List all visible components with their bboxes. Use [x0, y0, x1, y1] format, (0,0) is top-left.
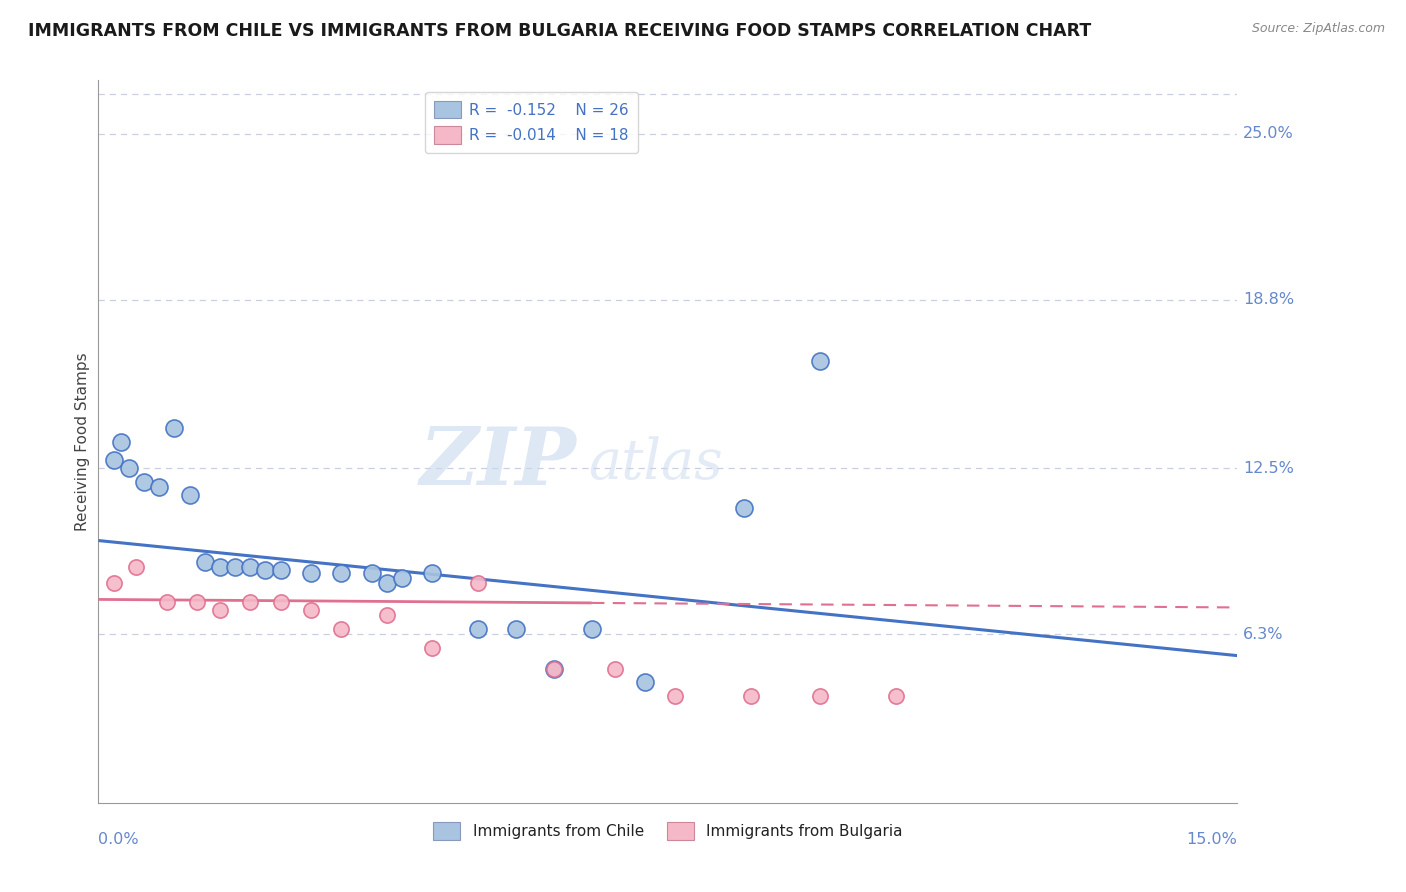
Point	[603, 662, 626, 676]
Point	[179, 488, 201, 502]
Point	[543, 662, 565, 676]
Point	[808, 354, 831, 368]
Legend: Immigrants from Chile, Immigrants from Bulgaria: Immigrants from Chile, Immigrants from B…	[426, 816, 910, 846]
Point	[208, 560, 231, 574]
Text: atlas: atlas	[588, 436, 723, 491]
Point	[125, 560, 148, 574]
Point	[375, 608, 398, 623]
Text: 6.3%: 6.3%	[1243, 627, 1284, 641]
Y-axis label: Receiving Food Stamps: Receiving Food Stamps	[75, 352, 90, 531]
Point	[132, 475, 155, 489]
Point	[505, 622, 527, 636]
Point	[884, 689, 907, 703]
Point	[103, 576, 125, 591]
Text: 12.5%: 12.5%	[1243, 461, 1294, 475]
Point	[208, 603, 231, 617]
Point	[422, 640, 444, 655]
Point	[330, 622, 353, 636]
Point	[330, 566, 353, 580]
Point	[634, 675, 657, 690]
Point	[103, 453, 125, 467]
Text: 25.0%: 25.0%	[1243, 127, 1294, 141]
Point	[194, 555, 217, 569]
Text: 15.0%: 15.0%	[1187, 831, 1237, 847]
Point	[360, 566, 382, 580]
Point	[148, 480, 170, 494]
Point	[270, 563, 292, 577]
Point	[391, 571, 413, 585]
Point	[299, 603, 322, 617]
Point	[467, 622, 489, 636]
Text: 0.0%: 0.0%	[98, 831, 139, 847]
Point	[186, 595, 208, 609]
Point	[808, 689, 831, 703]
Text: Source: ZipAtlas.com: Source: ZipAtlas.com	[1251, 22, 1385, 36]
Point	[543, 662, 565, 676]
Text: IMMIGRANTS FROM CHILE VS IMMIGRANTS FROM BULGARIA RECEIVING FOOD STAMPS CORRELAT: IMMIGRANTS FROM CHILE VS IMMIGRANTS FROM…	[28, 22, 1091, 40]
Point	[156, 595, 179, 609]
Point	[239, 595, 262, 609]
Point	[299, 566, 322, 580]
Point	[270, 595, 292, 609]
Point	[224, 560, 246, 574]
Point	[375, 576, 398, 591]
Point	[118, 461, 141, 475]
Point	[239, 560, 262, 574]
Point	[110, 434, 132, 449]
Text: ZIP: ZIP	[420, 425, 576, 502]
Point	[467, 576, 489, 591]
Point	[254, 563, 277, 577]
Text: 18.8%: 18.8%	[1243, 293, 1294, 307]
Point	[581, 622, 603, 636]
Point	[733, 501, 755, 516]
Point	[163, 421, 186, 435]
Point	[422, 566, 444, 580]
Point	[664, 689, 686, 703]
Point	[740, 689, 762, 703]
